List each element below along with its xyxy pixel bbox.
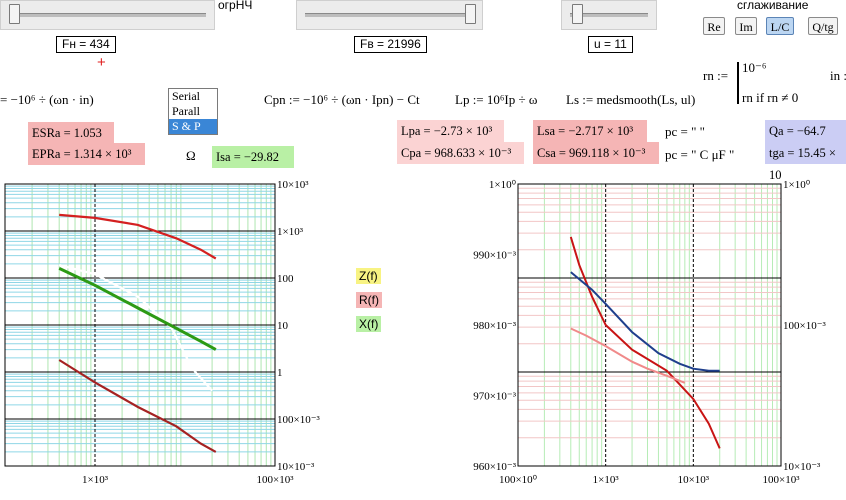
plot2-y-tick-label-left: 960×10⁻³ bbox=[473, 461, 517, 473]
qtg-button[interactable]: Q/tg bbox=[808, 17, 838, 35]
re-button[interactable]: Re bbox=[703, 17, 725, 35]
plot1-series-line bbox=[58, 267, 217, 351]
omega-formula: = −10⁶ ÷ (ωn · in) bbox=[0, 92, 94, 107]
isa-result: Isa = −29.82 bbox=[212, 146, 294, 168]
plot2-y-tick-label-left: 990×10⁻³ bbox=[473, 250, 517, 262]
cp-formula: Cpn := −10⁶ ÷ (ωn · Ipn) − Ct bbox=[264, 92, 420, 107]
plot2-y-tick-label-right: 10×10⁻³ bbox=[783, 461, 821, 473]
rn-definition: rn := bbox=[703, 68, 729, 83]
fv-slider[interactable] bbox=[296, 0, 483, 30]
cpa-result: Cpa = 968.633 × 10⁻³ bbox=[397, 142, 524, 164]
plot1-x-tick-label: 100×10³ bbox=[256, 474, 294, 486]
plot1-y-tick-label: 1×10³ bbox=[277, 226, 304, 238]
rn-brace bbox=[737, 62, 739, 104]
plot1-y-tick-label: 100 bbox=[277, 273, 294, 285]
plot1-y-tick-label: 10×10⁻³ bbox=[277, 461, 315, 473]
circuit-type-list[interactable]: Serial Parall S & P bbox=[168, 88, 218, 135]
plot1-x-tick-label: 1×10³ bbox=[82, 474, 109, 486]
plot2-series-line bbox=[570, 327, 686, 384]
plot1-y-tick-label: 10 bbox=[277, 320, 289, 332]
pc-string-2: pc = " C μF " bbox=[665, 147, 735, 162]
tga-result: tga = 15.45 × 10 bbox=[765, 142, 846, 182]
u-slider[interactable] bbox=[561, 0, 657, 30]
im-button[interactable]: Im bbox=[735, 17, 757, 35]
fn-slider[interactable] bbox=[0, 0, 215, 30]
plot1-series-line bbox=[59, 213, 217, 260]
lsa-result: Lsa = −2.717 × 10³ bbox=[533, 120, 647, 142]
ohm-unit: Ω bbox=[186, 148, 196, 163]
esr-result: ESRa = 1.053 bbox=[28, 122, 114, 144]
plot1-background bbox=[5, 184, 275, 466]
plot2-y-tick-label-right: 100×10⁻³ bbox=[783, 320, 827, 332]
legend-r: R(f) bbox=[356, 292, 382, 308]
fn-value-display: Fн = 434 bbox=[56, 36, 116, 53]
plot1-frame bbox=[4, 183, 276, 467]
in-definition: in : bbox=[830, 68, 846, 83]
fn-slider-track bbox=[9, 13, 206, 17]
fv-value-display: Fв = 21996 bbox=[354, 36, 427, 53]
qa-result: Qa = −64.7 bbox=[765, 120, 846, 142]
pc-string-1: pc = " " bbox=[665, 124, 705, 139]
fv-slider-thumb[interactable] bbox=[465, 4, 476, 24]
fn-slider-caption: огрНЧ bbox=[218, 0, 253, 12]
plot2-x-tick-label: 10×10³ bbox=[678, 474, 710, 486]
plot2-y-tick-label-right: 1×10⁰ bbox=[783, 179, 811, 191]
legend-z: Z(f) bbox=[356, 268, 381, 284]
plot2-x-tick-label: 1×10³ bbox=[593, 474, 620, 486]
lpa-result: Lpa = −2.73 × 10³ bbox=[397, 120, 504, 142]
csa-result: Csa = 969.118 × 10⁻³ bbox=[533, 142, 659, 164]
circuit-option-parallel[interactable]: Parall bbox=[172, 104, 200, 118]
plot2-y-tick-label-left: 980×10⁻³ bbox=[473, 320, 517, 332]
plot2-frame bbox=[517, 183, 782, 467]
circuit-option-sp[interactable]: S & P bbox=[169, 119, 217, 134]
plot1-y-tick-label: 10×10³ bbox=[277, 179, 309, 191]
plot1-series-line bbox=[58, 263, 213, 392]
u-value-display: u = 11 bbox=[588, 36, 633, 53]
plot2-y-tick-label-left: 1×10⁰ bbox=[489, 179, 517, 191]
plot1-y-tick-label: 100×10⁻³ bbox=[277, 414, 321, 426]
u-slider-thumb[interactable] bbox=[572, 4, 583, 24]
cursor-marker: + bbox=[97, 54, 106, 71]
plot1-y-tick-label: 1 bbox=[277, 367, 283, 379]
plot2-y-tick-label-left: 970×10⁻³ bbox=[473, 391, 517, 403]
u-slider-track bbox=[570, 13, 648, 17]
plot1-series-line bbox=[58, 359, 217, 453]
rn-case-1: 10⁻⁶ bbox=[742, 60, 767, 75]
lp-formula: Lp := 10⁶Ip ÷ ω bbox=[455, 92, 538, 107]
plot2-series-line bbox=[569, 236, 721, 449]
rn-case-2: rn if rn ≠ 0 bbox=[742, 90, 799, 105]
plot2-x-tick-label: 100×10³ bbox=[762, 474, 800, 486]
legend-x: X(f) bbox=[356, 316, 382, 332]
fv-slider-track bbox=[305, 13, 474, 17]
fn-slider-thumb[interactable] bbox=[9, 4, 20, 24]
plot2-series-line bbox=[570, 271, 720, 372]
ls-formula: Ls := medsmooth(Ls, ul) bbox=[566, 92, 696, 107]
circuit-option-serial[interactable]: Serial bbox=[172, 89, 200, 103]
plot2-x-tick-label: 100×10⁰ bbox=[499, 474, 538, 486]
epr-result: EPRa = 1.314 × 10³ bbox=[28, 143, 145, 165]
lc-button[interactable]: L/C bbox=[766, 17, 794, 35]
smoothing-label: сглаживание bbox=[737, 0, 809, 12]
plot2-background bbox=[518, 184, 781, 466]
